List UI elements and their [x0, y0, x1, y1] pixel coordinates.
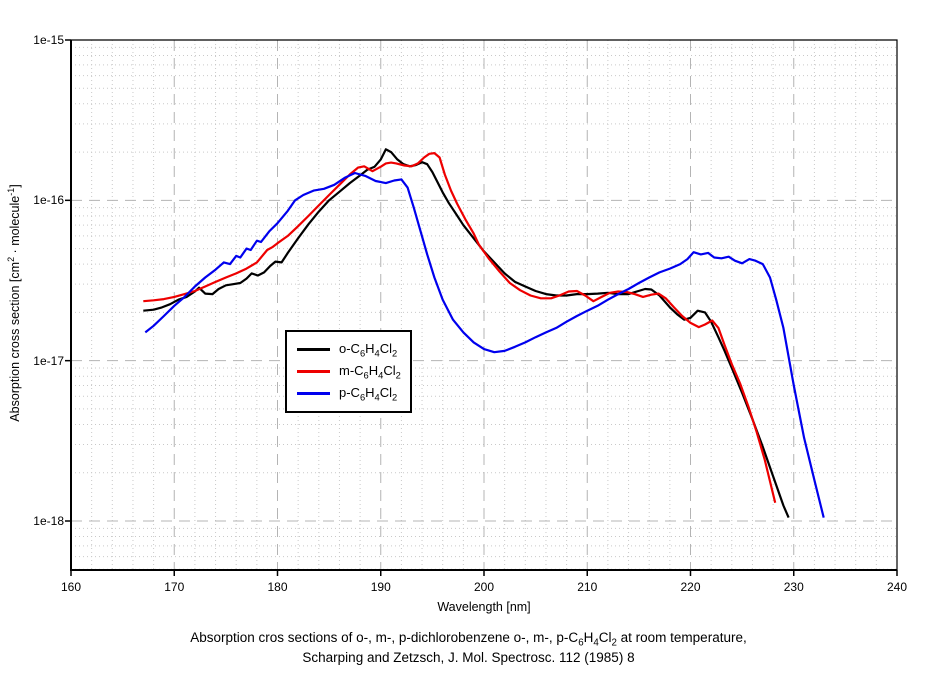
- legend-line-sample: [297, 392, 330, 396]
- x-tick-label: 190: [370, 580, 391, 594]
- y-tick-label: 1e-16: [33, 193, 64, 208]
- x-tick-label: 180: [267, 580, 288, 594]
- x-tick-label: 240: [886, 580, 908, 594]
- y-axis-title: Absorption cross section [cm2 · molecule…: [5, 184, 23, 422]
- x-tick-label: 170: [164, 580, 185, 594]
- series-line-2: [144, 171, 825, 518]
- axis-ticks: [65, 39, 898, 576]
- legend-item-label: o-C6H4Cl2: [339, 340, 398, 359]
- legend-line-sample: [297, 369, 330, 373]
- legend-item-2: p-C6H4Cl2: [297, 384, 400, 403]
- legend: o-C6H4Cl2 m-C6H4Cl2 p-C6H4Cl2: [285, 330, 412, 413]
- axis-frame-top-right: [71, 39, 898, 570]
- y-tick-label: 1e-18: [33, 514, 64, 528]
- legend-item-label: p-C6H4Cl2: [339, 384, 398, 403]
- y-tick-label: 1e-15: [33, 33, 64, 47]
- y-tick-label: 1e-17: [33, 353, 64, 368]
- x-tick-label: 220: [680, 580, 701, 594]
- legend-line-sample: [297, 347, 330, 351]
- legend-item-label: m-C6H4Cl2: [339, 362, 401, 381]
- legend-item-0: o-C6H4Cl2: [297, 340, 400, 359]
- x-tick-label: 160: [60, 580, 82, 594]
- x-tick-label: 210: [577, 580, 598, 594]
- grid-major: [71, 40, 897, 570]
- x-tick-label: 200: [473, 580, 495, 594]
- x-axis-title: Wavelength [nm]: [437, 600, 531, 614]
- caption-line-2: Scharping and Zetzsch, J. Mol. Spectrosc…: [302, 650, 635, 665]
- x-tick-label: 230: [783, 580, 804, 594]
- caption-line-1: Absorption cros sections of o-, m-, p-di…: [190, 630, 747, 649]
- series-line-0: [143, 148, 790, 519]
- legend-item-1: m-C6H4Cl2: [297, 362, 401, 381]
- series-line-1: [143, 152, 777, 503]
